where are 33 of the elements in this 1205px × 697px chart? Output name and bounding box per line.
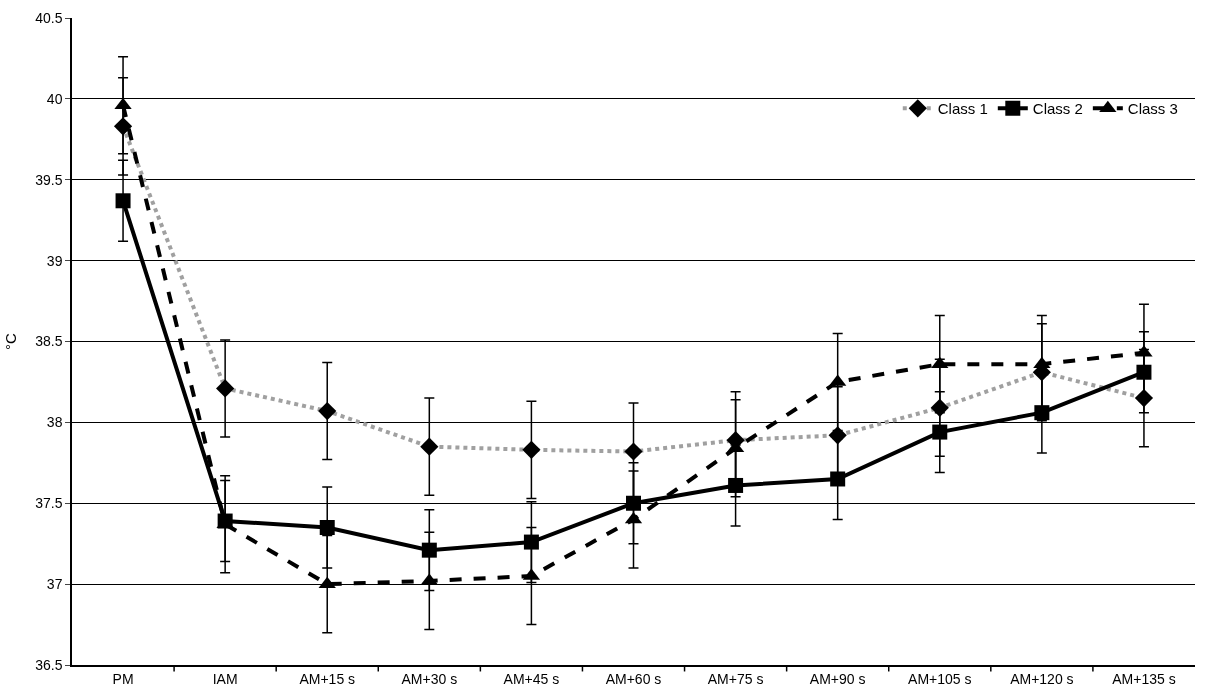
x-tick-label: AM+135 s [1112,670,1176,687]
legend-label: Class 2 [1032,100,1083,118]
x-tick-label: AM+60 s [605,670,662,687]
x-tick-label: IAM [212,670,238,687]
y-tick-label: 36.5 [35,656,63,673]
x-tick-label: PM [112,670,134,687]
x-tick-label: AM+105 s [908,670,972,687]
y-tick-label: 40.5 [35,9,63,26]
y-tick-label: 37 [46,576,63,593]
y-axis-title: °C [1,332,19,350]
y-tick-label: 38 [46,414,63,431]
point [523,534,539,550]
point [319,520,335,536]
legend-label: Class 3 [1127,100,1178,118]
y-tick-label: 37.5 [35,495,63,512]
x-tick-label: AM+75 s [707,670,764,687]
legend-label: Class 1 [937,100,988,118]
point [830,471,846,487]
point [421,542,437,558]
x-tick-label: AM+120 s [1010,670,1074,687]
x-tick-label: AM+45 s [503,670,560,687]
y-tick-label: 40 [46,90,63,107]
point [115,193,131,209]
point [626,495,641,511]
x-tick-label: AM+30 s [401,670,458,687]
y-tick-label: 38.5 [35,333,63,350]
point [114,97,132,110]
y-tick-label: 39.5 [35,171,63,188]
point [728,477,744,493]
point [932,424,948,440]
x-tick-label: AM+15 s [299,670,356,687]
y-tick-label: 39 [46,252,63,269]
x-tick-label: AM+90 s [809,670,866,687]
